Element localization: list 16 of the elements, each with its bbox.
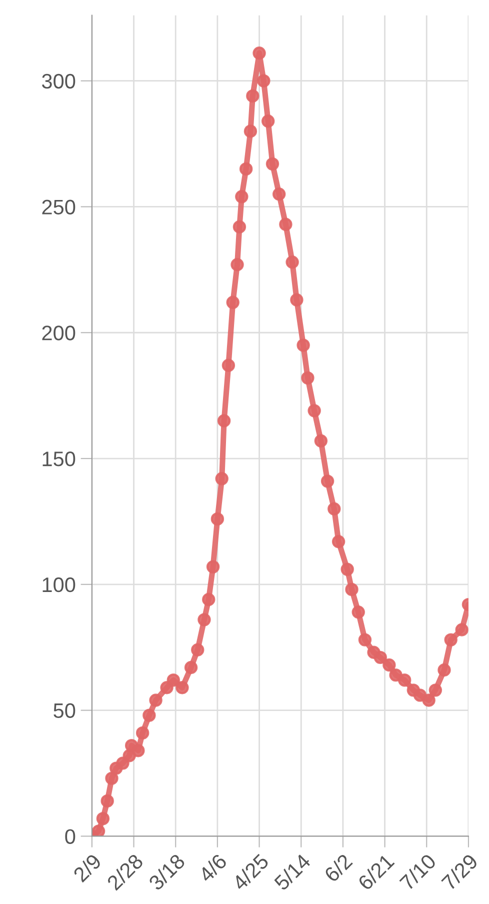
y-tick-label: 150 xyxy=(42,452,76,466)
y-tick-label: 200 xyxy=(42,326,76,340)
y-tick-label: 250 xyxy=(42,200,76,214)
x-tick-label: 5/14 xyxy=(273,852,312,892)
y-tick-label: 300 xyxy=(42,74,76,89)
y-tick-label: 100 xyxy=(42,577,76,592)
x-tick-label: 3/18 xyxy=(148,852,186,892)
x-tick-label: 4/6 xyxy=(197,852,228,884)
y-tick-label: 0 xyxy=(65,829,76,844)
x-tick-label: 4/25 xyxy=(230,852,270,892)
x-tick-label: 7/10 xyxy=(398,852,437,891)
y-tick-label: 50 xyxy=(54,703,76,718)
x-tick-label: 2/9 xyxy=(72,852,102,883)
x-tick-label: 6/2 xyxy=(323,852,354,883)
x-tick-label: 7/29 xyxy=(440,852,479,891)
x-tick-label: 6/21 xyxy=(356,852,395,891)
